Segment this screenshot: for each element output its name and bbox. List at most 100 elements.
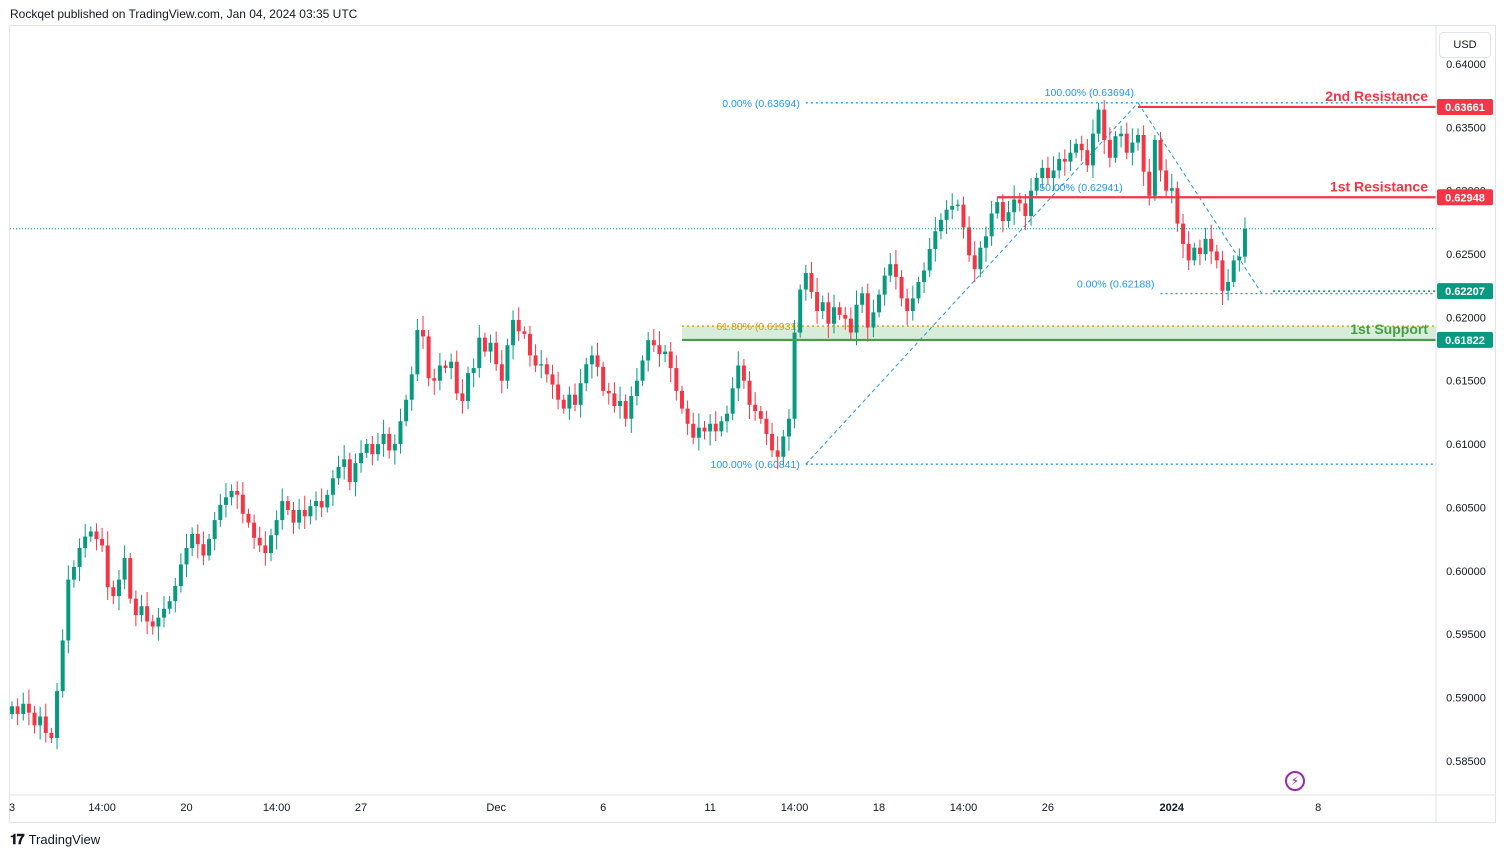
candle-body <box>1045 167 1050 179</box>
candle <box>803 264 808 301</box>
x-tick-label: 14:00 <box>950 802 978 814</box>
candle-body <box>443 365 448 369</box>
candle <box>105 531 110 600</box>
candle <box>1124 122 1129 160</box>
candle-body <box>83 536 88 548</box>
y-tick-label: 0.60000 <box>1446 566 1486 578</box>
candle-body <box>460 393 465 401</box>
candle-body <box>640 360 645 381</box>
candle <box>1062 149 1067 176</box>
candle <box>1175 181 1180 232</box>
candle <box>663 345 668 363</box>
candle-body <box>1152 140 1157 196</box>
candle-body <box>578 383 583 405</box>
candle <box>488 334 493 363</box>
candle <box>375 432 380 461</box>
candle-body <box>1231 260 1236 282</box>
candle-body <box>736 365 741 389</box>
candle-body <box>128 558 133 599</box>
candle-body <box>702 427 707 432</box>
candle-body <box>629 395 634 419</box>
candle <box>1119 125 1124 148</box>
candle <box>364 439 369 459</box>
candle <box>882 267 887 306</box>
candle-body <box>1096 109 1101 134</box>
candle-body <box>1000 202 1005 222</box>
candle-body <box>916 281 921 299</box>
candle <box>1074 138 1079 158</box>
x-axis: 3 14:00 20 14:00 27 Dec 6 11 14:00 18 14:00 26 2024 8 <box>9 802 1321 814</box>
candle <box>967 216 972 262</box>
candle-body <box>1074 143 1079 153</box>
currency-button[interactable]: USD <box>1439 32 1491 58</box>
candle <box>1220 250 1225 305</box>
candle-body <box>246 513 251 523</box>
candle-body <box>494 342 499 365</box>
candle-body <box>1085 150 1090 166</box>
candle <box>1034 172 1039 196</box>
candle <box>989 200 994 246</box>
candle <box>347 452 352 491</box>
candle <box>668 341 673 383</box>
candle <box>961 196 966 239</box>
candle-body <box>1119 133 1124 137</box>
candle-body <box>877 294 882 313</box>
candle <box>71 560 76 588</box>
candle <box>432 368 437 395</box>
candle-body <box>471 368 476 374</box>
candle-body <box>1214 251 1219 261</box>
candle-body <box>1017 199 1022 204</box>
candle-body <box>623 400 628 419</box>
candle <box>983 226 988 262</box>
candle <box>651 329 656 352</box>
candle-body <box>325 494 330 508</box>
candle-body <box>1023 203 1028 217</box>
candle-body <box>522 331 527 334</box>
y-tick-label: 0.61500 <box>1446 376 1486 388</box>
candle <box>730 377 735 421</box>
lightning-icon[interactable]: ⚡ <box>1285 771 1305 791</box>
candle <box>1197 239 1202 266</box>
candle <box>426 329 431 387</box>
candle-body <box>1186 243 1191 261</box>
candle <box>482 332 487 357</box>
candle-body <box>308 506 313 517</box>
candle <box>1164 159 1169 198</box>
candle <box>257 526 262 553</box>
candle <box>336 455 341 485</box>
candle-body <box>10 706 14 714</box>
candle <box>725 405 730 433</box>
candle-body <box>38 716 43 726</box>
candle <box>1068 140 1073 172</box>
candle-body <box>466 373 471 401</box>
publisher-header: Rockqet published on TradingView.com, Ja… <box>10 7 358 21</box>
candle-body <box>432 378 437 381</box>
candle-body <box>505 345 510 381</box>
candle-body <box>882 275 887 295</box>
chart-frame[interactable] <box>9 25 1496 823</box>
candle <box>128 553 133 604</box>
candle <box>420 315 425 350</box>
candle <box>922 262 927 294</box>
candle-body <box>291 509 296 523</box>
candle <box>190 527 195 557</box>
candle-body <box>133 598 138 616</box>
candle <box>49 727 54 744</box>
candle <box>1085 139 1090 172</box>
candle <box>1096 103 1101 142</box>
candle <box>1152 134 1157 201</box>
candle-body <box>88 531 93 537</box>
candle <box>1017 192 1022 212</box>
support-zone <box>681 326 1436 340</box>
price-tag: 0.62207 <box>1437 283 1493 300</box>
candle <box>927 237 932 278</box>
tradingview-logo[interactable]: 𝟏𝟕 TradingView <box>10 831 100 848</box>
candle <box>1209 224 1214 265</box>
candle <box>302 495 307 529</box>
candle <box>201 531 206 566</box>
candle-body <box>1130 142 1135 153</box>
candle <box>601 361 606 396</box>
candle-body <box>646 340 651 361</box>
candle <box>623 394 628 427</box>
